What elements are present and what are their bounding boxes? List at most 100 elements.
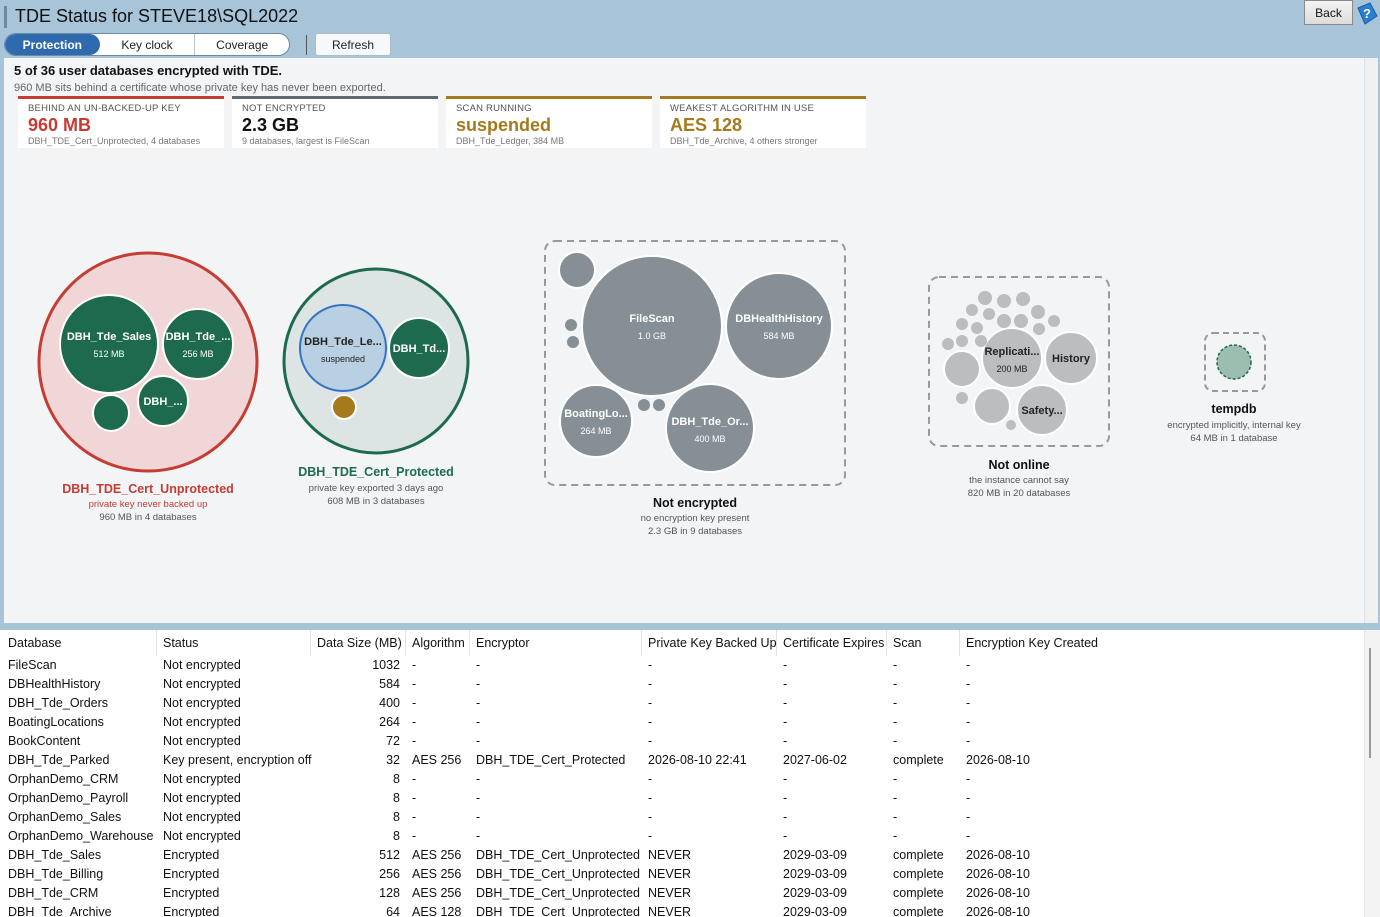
bubble-bookcontent[interactable] xyxy=(558,251,596,289)
database-table: Database Status Data Size (MB) Algorithm… xyxy=(0,630,1380,917)
table-scrollbar[interactable] xyxy=(1364,630,1380,917)
bubble-small[interactable] xyxy=(956,392,968,404)
group-not-online-box xyxy=(928,276,1110,447)
bubble-small[interactable] xyxy=(983,308,995,320)
bubble-tempdb[interactable] xyxy=(1216,344,1252,380)
table-row[interactable]: OrphanDemo_Warehouse Not encrypted 8- - - - - - xyxy=(0,827,1364,846)
bubble-dbh-tde-billing2[interactable] xyxy=(388,317,450,379)
col-status[interactable]: Status xyxy=(157,630,311,656)
card-weakest-algorithm[interactable]: WEAKEST ALGORITHM IN USE AES 128 DBH_Tde… xyxy=(660,96,866,148)
bubble-dbh-tde-sales[interactable] xyxy=(59,294,159,394)
group-not-online[interactable]: Replicati... 200 MB History Safety... xyxy=(928,276,1110,447)
bubble-small[interactable] xyxy=(1048,315,1060,327)
cell-certificate-expires: 2029-03-09 xyxy=(783,886,847,900)
table-row[interactable]: DBH_Tde_Sales Encrypted 512 AES 256 DBH_TDE_… xyxy=(0,846,1364,865)
cell-database: OrphanDemo_Payroll xyxy=(8,791,129,805)
group-tempdb[interactable] xyxy=(1204,332,1266,392)
card-sub: 9 databases, largest is FileScan xyxy=(242,136,370,146)
col-algorithm[interactable]: Algorithm xyxy=(406,630,470,656)
table-row[interactable]: OrphanDemo_Sales Not encrypted 8- - - - - - xyxy=(0,808,1364,827)
cell-scan: - xyxy=(893,810,898,824)
table-row[interactable]: BookContent Not encrypted 72- - - - - - xyxy=(0,732,1364,751)
col-database[interactable]: Database xyxy=(2,630,157,656)
bubble-small[interactable] xyxy=(567,336,579,348)
group-note: the instance cannot say xyxy=(969,475,1069,486)
cell-encryption-key-created: - xyxy=(966,734,971,748)
bubble-small[interactable] xyxy=(943,350,981,388)
svg-text:?: ? xyxy=(1363,6,1371,21)
bubble-small[interactable] xyxy=(956,335,968,347)
bubble-small[interactable] xyxy=(975,335,987,347)
col-private-key-backed-up[interactable]: Private Key Backed Up xyxy=(642,630,777,656)
table-row[interactable]: DBH_Tde_Billing Encrypted 256 AES 256 DBH_TD… xyxy=(0,865,1364,884)
group-unprotected[interactable]: DBH_Tde_Sales 512 MB DBH_Tde_... 256 MB … xyxy=(37,251,259,473)
group-not-encrypted-box xyxy=(544,240,846,486)
cell-algorithm: - xyxy=(412,715,417,729)
tab-protection[interactable]: Protection xyxy=(5,34,100,55)
bubble-small[interactable] xyxy=(997,294,1011,308)
bubble-dbh-tde-ledger[interactable] xyxy=(299,304,387,392)
refresh-button[interactable]: Refresh xyxy=(315,33,391,56)
help-icon[interactable]: ? xyxy=(1355,2,1379,26)
col-encryptor[interactable]: Encryptor xyxy=(470,630,642,656)
col-certificate-expires[interactable]: Certificate Expires xyxy=(777,630,887,656)
group-not-encrypted[interactable]: FileScan 1.0 GB DBHealthHistory 584 MB B… xyxy=(544,240,846,486)
cell-algorithm: AES 256 xyxy=(412,753,462,767)
tab-key-clock[interactable]: Key clock xyxy=(121,37,173,52)
bubble-dbh-tde-orders[interactable] xyxy=(665,383,755,473)
panel-scrollbar[interactable] xyxy=(1364,58,1378,623)
table-row[interactable]: DBH_Tde_Orders Not encrypted 400- - - - - - xyxy=(0,694,1364,713)
back-button[interactable]: Back xyxy=(1304,0,1353,25)
bubble-safety[interactable] xyxy=(1016,384,1068,436)
table-row[interactable]: DBHealthHistory Not encrypted 584- - - - - - xyxy=(0,675,1364,694)
bubble-filescan[interactable] xyxy=(581,255,723,397)
cell-database: DBH_Tde_CRM xyxy=(8,886,99,900)
bubble-small[interactable] xyxy=(973,387,1011,425)
col-data-size[interactable]: Data Size (MB) xyxy=(311,630,406,656)
bubble-small[interactable] xyxy=(1031,305,1045,319)
tab-coverage[interactable]: Coverage xyxy=(216,37,269,52)
table-row[interactable]: BoatingLocations Not encrypted 264- - - - - - xyxy=(0,713,1364,732)
bubble-replication[interactable] xyxy=(981,327,1043,389)
table-row[interactable]: OrphanDemo_Payroll Not encrypted 8- - - - - - xyxy=(0,789,1364,808)
table-row[interactable]: FileScan Not encrypted 1032- - - - - - xyxy=(0,656,1364,675)
card-label: BEHIND AN UN-BACKED-UP KEY xyxy=(28,103,181,114)
col-encryption-key-created[interactable]: Encryption Key Created xyxy=(966,636,1099,650)
table-row[interactable]: OrphanDemo_CRM Not encrypted 8- - - - - - xyxy=(0,770,1364,789)
scrollbar-thumb[interactable] xyxy=(1369,648,1371,758)
bubble-small[interactable] xyxy=(978,291,992,305)
table-row[interactable]: DBH_Tde_Parked Key present, encryption of… xyxy=(0,751,1364,770)
bubble-small[interactable] xyxy=(997,314,1011,328)
bubble-small[interactable] xyxy=(1014,314,1028,328)
bubble-small[interactable] xyxy=(942,338,954,350)
card-scan-running[interactable]: SCAN RUNNING suspended DBH_Tde_Ledger, 3… xyxy=(446,96,652,148)
card-not-encrypted[interactable]: NOT ENCRYPTED 2.3 GB 9 databases, larges… xyxy=(232,96,438,148)
bubble-history[interactable] xyxy=(1044,331,1098,385)
bubble-small[interactable] xyxy=(653,399,665,411)
bubble-dbh-tde-billing[interactable] xyxy=(162,308,234,380)
bubble-dbhealthhistory[interactable] xyxy=(725,272,833,380)
bubble-small[interactable] xyxy=(565,319,577,331)
bubble-small[interactable] xyxy=(971,322,983,334)
bubble-small[interactable] xyxy=(638,399,650,411)
cell-certificate-expires: 2029-03-09 xyxy=(783,848,847,862)
col-scan[interactable]: Scan xyxy=(887,630,960,656)
splitter[interactable] xyxy=(0,623,1380,630)
bubble-small[interactable] xyxy=(956,318,968,330)
card-unbacked-key[interactable]: BEHIND AN UN-BACKED-UP KEY 960 MB DBH_TD… xyxy=(18,96,224,148)
cell-certificate-expires: - xyxy=(783,715,788,729)
bubble-small[interactable] xyxy=(966,304,978,316)
cell-encryption-key-created: 2026-08-10 xyxy=(966,905,1030,917)
bubble-small[interactable] xyxy=(1006,420,1016,430)
table-row[interactable]: DBH_Tde_Archive Encrypted 64 AES 128 DBH_TDE… xyxy=(0,903,1364,917)
group-protected[interactable]: DBH_Tde_Le... suspended DBH_Td... xyxy=(282,267,470,455)
bubble-dbh-tde-parked[interactable] xyxy=(331,394,357,420)
bubble-dbh-tde-crm[interactable] xyxy=(137,375,189,427)
bubble-boatinglocations[interactable] xyxy=(559,384,633,458)
cell-data-size: 8 xyxy=(393,772,400,786)
cell-encryption-key-created: - xyxy=(966,658,971,672)
bubble-dbh-tde-archive[interactable] xyxy=(92,394,130,432)
bubble-small[interactable] xyxy=(1033,323,1045,335)
table-row[interactable]: DBH_Tde_CRM Encrypted 128 AES 256 DBH_TDE_Ce… xyxy=(0,884,1364,903)
bubble-small[interactable] xyxy=(1016,292,1030,306)
